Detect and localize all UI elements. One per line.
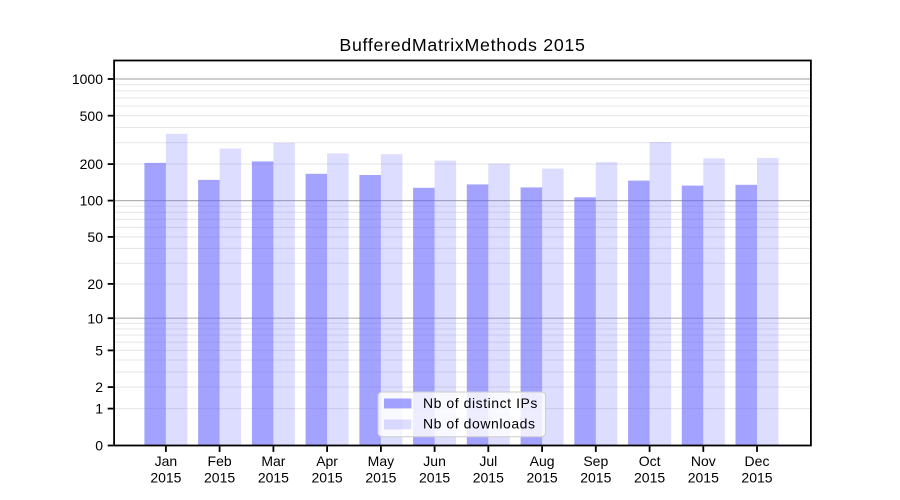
svg-text:Jul: Jul (479, 453, 497, 469)
svg-text:2015: 2015 (741, 470, 772, 486)
svg-text:Sep: Sep (583, 453, 608, 469)
svg-text:2015: 2015 (527, 470, 558, 486)
svg-text:2015: 2015 (258, 470, 289, 486)
svg-text:2015: 2015 (580, 470, 611, 486)
svg-text:2015: 2015 (365, 470, 396, 486)
svg-text:2015: 2015 (204, 470, 235, 486)
svg-text:May: May (368, 453, 394, 469)
svg-text:50: 50 (87, 229, 103, 245)
svg-text:Jan: Jan (155, 453, 178, 469)
svg-text:Oct: Oct (639, 453, 661, 469)
svg-text:Nov: Nov (691, 453, 716, 469)
svg-text:0: 0 (95, 438, 103, 454)
svg-text:10: 10 (87, 310, 103, 326)
svg-text:1: 1 (95, 401, 103, 417)
svg-text:2015: 2015 (634, 470, 665, 486)
svg-text:200: 200 (80, 156, 104, 172)
svg-text:500: 500 (80, 108, 104, 124)
svg-text:2015: 2015 (688, 470, 719, 486)
svg-text:Jun: Jun (423, 453, 446, 469)
svg-text:2: 2 (95, 379, 103, 395)
svg-text:2015: 2015 (150, 470, 181, 486)
svg-text:BufferedMatrixMethods 2015: BufferedMatrixMethods 2015 (339, 35, 585, 55)
svg-text:Mar: Mar (261, 453, 285, 469)
svg-text:20: 20 (87, 276, 103, 292)
svg-text:2015: 2015 (312, 470, 343, 486)
svg-text:5: 5 (95, 343, 103, 359)
svg-text:Feb: Feb (208, 453, 232, 469)
svg-text:Nb of distinct IPs: Nb of distinct IPs (423, 395, 538, 411)
svg-text:2015: 2015 (419, 470, 450, 486)
svg-text:Nb of downloads: Nb of downloads (423, 416, 536, 432)
svg-text:1000: 1000 (72, 71, 103, 87)
svg-text:Aug: Aug (530, 453, 555, 469)
svg-text:2015: 2015 (473, 470, 504, 486)
svg-text:100: 100 (80, 193, 104, 209)
svg-text:Apr: Apr (316, 453, 338, 469)
svg-text:Dec: Dec (745, 453, 770, 469)
